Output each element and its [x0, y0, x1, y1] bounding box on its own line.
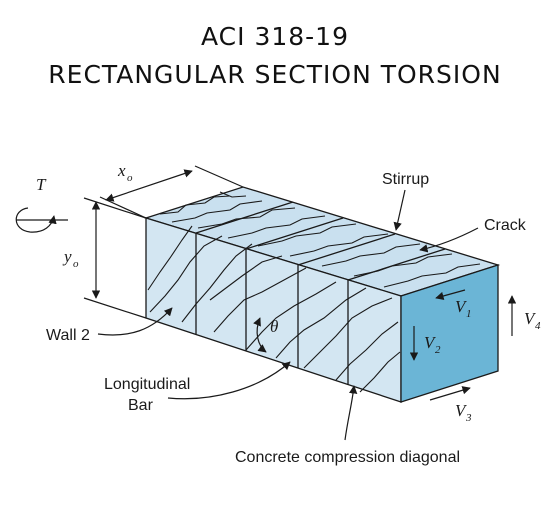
- longitudinal-bar-label-line-2: Bar: [128, 397, 154, 414]
- y-dimension-label: y: [62, 247, 72, 266]
- title-line-2: RECTANGULAR SECTION TORSION: [48, 60, 502, 89]
- v4-subscript: 4: [535, 320, 541, 332]
- shear-arrows: [409, 289, 517, 401]
- dimension-lines: [83, 165, 244, 319]
- torque-label: T: [36, 175, 47, 194]
- crack-label: Crack: [484, 217, 527, 234]
- compression-diagonal-label: Concrete compression diagonal: [235, 449, 460, 466]
- longitudinal-bar-label-line-1: Longitudinal: [104, 376, 190, 393]
- angle-label: θ: [270, 317, 278, 336]
- y-dimension-subscript: o: [73, 258, 79, 270]
- v3-subscript: 3: [465, 412, 472, 424]
- x-dimension-label: x: [117, 161, 126, 180]
- top-cracks: [159, 191, 481, 288]
- wall-label: Wall 2: [46, 327, 90, 344]
- v2-subscript: 2: [435, 344, 441, 356]
- end-face: [400, 264, 499, 403]
- x-dimension-subscript: o: [127, 172, 133, 184]
- v1-label: V: [455, 297, 468, 316]
- stirrups-top: [195, 201, 446, 281]
- side-cracks: [147, 225, 401, 393]
- title-line-1: ACI 318-19: [201, 22, 349, 51]
- leader-lines: [97, 189, 479, 441]
- v2-label: V: [424, 333, 437, 352]
- v3-label: V: [455, 401, 468, 420]
- stirrup-label: Stirrup: [382, 171, 429, 188]
- torque-icon: [15, 207, 68, 233]
- stirrups-side: [195, 233, 349, 385]
- v1-subscript: 1: [466, 308, 472, 320]
- v4-label: V: [524, 309, 537, 328]
